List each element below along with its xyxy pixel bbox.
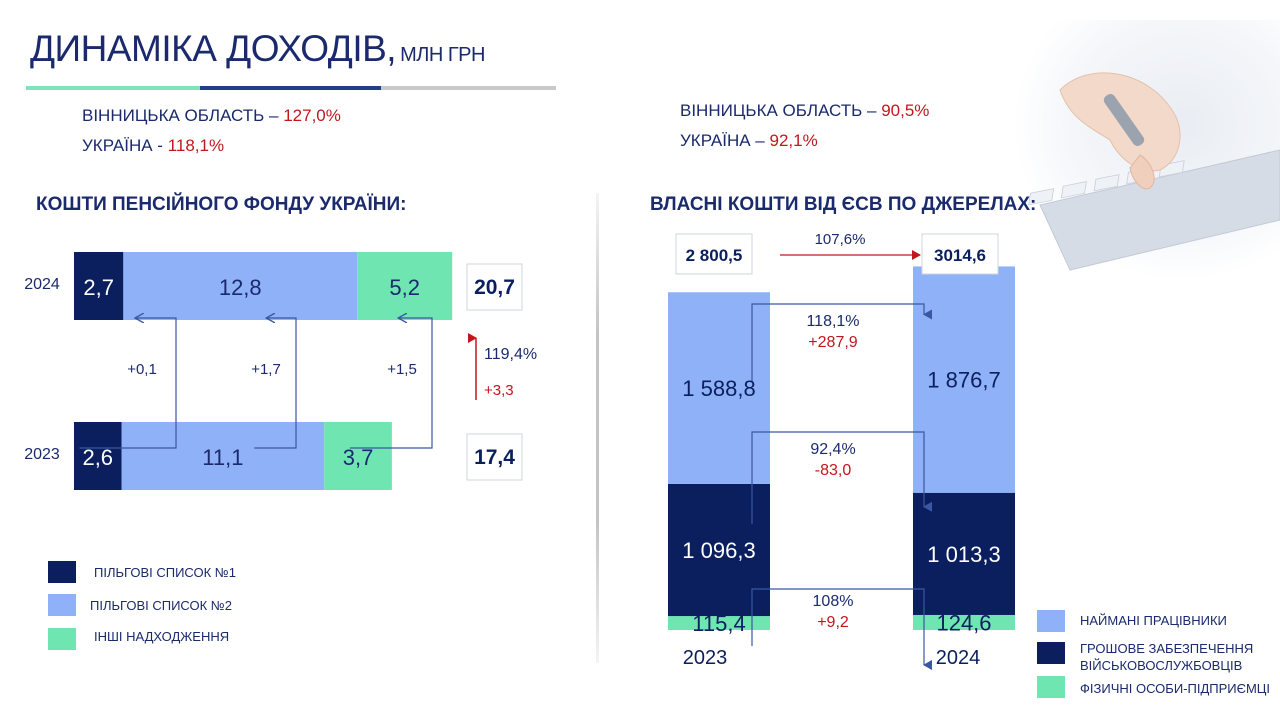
change-percent: 92,4%	[810, 441, 855, 458]
right-stat-country: УКРАЇНА – 92,1%	[680, 131, 818, 151]
legend-swatch-other	[48, 628, 76, 650]
bar-value-label: 115,4	[692, 611, 745, 636]
bar-segment	[123, 252, 358, 320]
stat-label: УКРАЇНА -	[82, 136, 163, 155]
legend-label-entrepreneurs: ФІЗИЧНІ ОСОБИ-ПІДПРИЄМЦІ	[1080, 681, 1271, 696]
legend-label-list1: ПІЛЬГОВІ СПИСОК №1	[94, 565, 236, 580]
stat-value: 127,0%	[283, 106, 341, 125]
title-unit: МЛН ГРН	[400, 44, 485, 66]
legend-swatch-list2	[48, 594, 76, 616]
legend-swatch-employees	[1037, 610, 1065, 632]
total-value: 17,4	[474, 446, 515, 469]
bar-value-label: 1 876,7	[927, 368, 1000, 393]
stat-label: ВІННИЦЬКА ОБЛАСТЬ –	[82, 106, 279, 125]
esv-sources-chart: 115,4 1 096,3 1 588,8 2023 2 800,5 124,6 1 013…	[668, 231, 1015, 670]
title-rule-grey	[381, 86, 556, 90]
legend-label-military: ГРОШОВЕ ЗАБЕЗПЕЧЕННЯ ВІЙСЬКОВОСЛУЖБОВЦІВ	[1080, 640, 1270, 674]
legend-label-employees: НАЙМАНІ ПРАЦІВНИКИ	[1080, 613, 1227, 628]
bar-segment	[913, 614, 1015, 630]
bar-segment	[74, 422, 122, 490]
growth-abs: +3,3	[484, 382, 514, 399]
title-rule-navy	[200, 86, 381, 90]
bar-value-label: 2,6	[82, 445, 113, 470]
year-label-2024: 2024	[936, 647, 981, 669]
bar-segment	[913, 266, 1015, 493]
bar-value-label: 2,7	[83, 275, 114, 300]
section-title-pension-fund: КОШТИ ПЕНСІЙНОГО ФОНДУ УКРАЇНИ:	[36, 194, 407, 215]
right-stat-region: ВІННИЦЬКА ОБЛАСТЬ – 90,5%	[680, 101, 929, 121]
year-label-2024: 2024	[24, 276, 60, 293]
year-label-2023: 2023	[24, 446, 60, 463]
bar-segment	[913, 492, 1015, 615]
change-connector	[751, 303, 932, 383]
stat-value: 118,1%	[167, 136, 225, 155]
legend-swatch-list1	[48, 561, 76, 583]
growth-percent: 119,4%	[484, 346, 537, 363]
change-abs: +9,2	[817, 614, 849, 631]
stat-value: 92,1%	[769, 131, 818, 150]
page-title: ДИНАМІКА ДОХОДІВ, МЛН ГРН	[30, 28, 485, 70]
bar-segment	[668, 292, 770, 484]
bar-value-label: 11,1	[202, 445, 243, 470]
bar-value-label: 3,7	[343, 445, 374, 470]
legend-swatch-military	[1037, 642, 1065, 664]
change-connector	[751, 588, 932, 670]
bar-value-label: 12,8	[219, 275, 262, 300]
change-connector	[79, 318, 177, 449]
delta-label: +1,5	[387, 361, 417, 378]
legend-label-list2: ПІЛЬГОВІ СПИСОК №2	[90, 598, 232, 613]
bar-value-label: 1 096,3	[682, 538, 755, 563]
change-percent: 108%	[813, 593, 854, 610]
total-box	[466, 433, 523, 481]
total-box	[466, 263, 523, 311]
title-text: ДИНАМІКА ДОХОДІВ,	[30, 28, 397, 69]
bar-segment	[121, 422, 325, 490]
bar-value-label: 1 588,8	[682, 376, 755, 401]
legend-label-other: ІНШІ НАДХОДЖЕННЯ	[94, 629, 230, 644]
section-title-esv-sources: ВЛАСНІ КОШТИ ВІД ЄСВ ПО ДЖЕРЕЛАХ:	[650, 194, 1037, 215]
total-box	[675, 233, 753, 275]
total-value: 2 800,5	[686, 246, 743, 265]
left-stat-region: ВІННИЦЬКА ОБЛАСТЬ – 127,0%	[82, 106, 341, 126]
stat-value: 90,5%	[881, 101, 930, 120]
bar-segment	[74, 252, 124, 320]
total-value: 20,7	[474, 276, 515, 299]
total-value: 3014,6	[934, 246, 986, 265]
change-percent: 118,1%	[806, 313, 859, 330]
legend-swatch-entrepreneurs	[1037, 676, 1065, 698]
change-abs: -83,0	[815, 462, 852, 479]
bar-value-label: 5,2	[389, 275, 420, 300]
bar-value-label: 124,6	[936, 610, 991, 635]
change-connector	[349, 318, 433, 449]
stat-label: ВІННИЦЬКА ОБЛАСТЬ –	[680, 101, 877, 120]
change-abs: +287,9	[808, 334, 857, 351]
delta-label: +1,7	[251, 361, 281, 378]
total-box	[921, 233, 999, 275]
change-connector	[254, 318, 297, 449]
bar-segment	[668, 483, 770, 617]
stat-label: УКРАЇНА –	[680, 131, 765, 150]
bar-value-label: 1 013,3	[927, 542, 1000, 567]
pension-fund-chart: 2024 2,7 12,8 5,2 20,7 2023 2,6 11,1 3,7 17,4 +0,1…	[24, 252, 537, 490]
left-stat-country: УКРАЇНА - 118,1%	[82, 136, 224, 156]
keyboard-photo	[1000, 20, 1280, 280]
bar-segment	[324, 422, 392, 490]
bar-segment	[668, 616, 770, 630]
section-divider	[596, 193, 599, 663]
delta-label: +0,1	[127, 361, 157, 378]
title-rule-green	[26, 86, 200, 90]
year-label-2023: 2023	[683, 647, 728, 669]
bar-segment	[357, 252, 453, 320]
change-connector	[751, 431, 932, 524]
total-growth-label: 107,6%	[815, 231, 866, 248]
legend-label-military-text: ГРОШОВЕ ЗАБЕЗПЕЧЕННЯ ВІЙСЬКОВОСЛУЖБОВЦІВ	[1080, 641, 1254, 673]
